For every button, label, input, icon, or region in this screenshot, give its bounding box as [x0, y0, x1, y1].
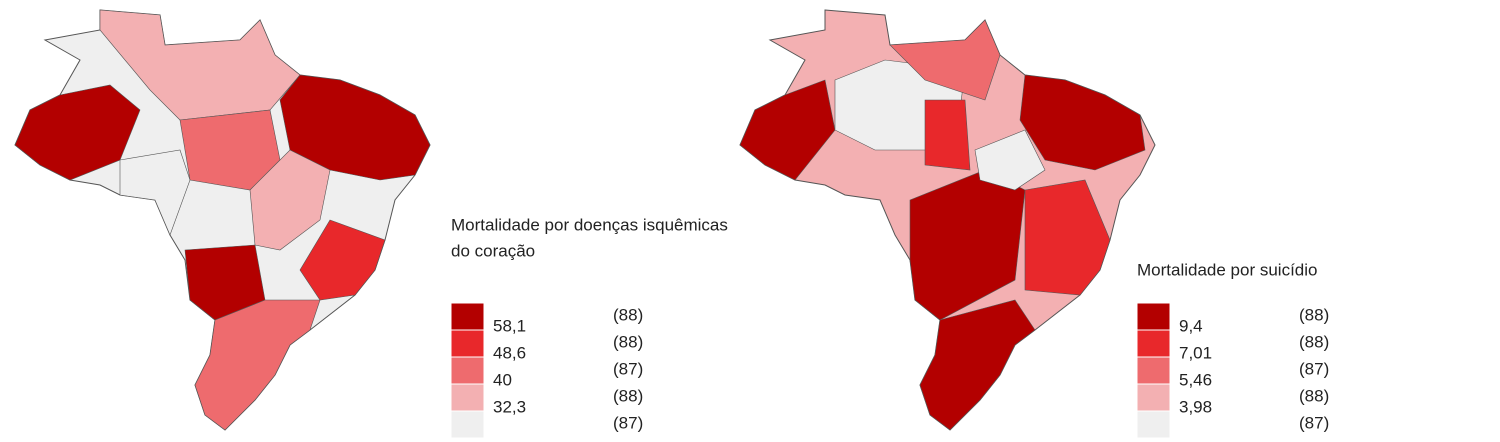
legend-swatch [450, 383, 485, 412]
legend-break: 32,3 [493, 397, 526, 416]
legend-swatch [1136, 410, 1171, 439]
legend-break: 5,46 [1179, 370, 1212, 389]
legend-count: (88) [1299, 305, 1329, 324]
legend-swatch [1136, 329, 1171, 358]
legend-count: (87) [1299, 359, 1329, 378]
legend-count: (87) [613, 359, 643, 378]
map-right [739, 9, 1156, 431]
map-left [14, 9, 431, 431]
legend-title: Mortalidade por doenças isquêmicas [451, 215, 728, 234]
legend-swatch [1136, 383, 1171, 412]
legend-swatch [1136, 356, 1171, 385]
legend-break: 7,01 [1179, 343, 1212, 362]
legend-swatch [450, 356, 485, 385]
legend-title: do coração [451, 241, 535, 260]
legend-count: (88) [613, 332, 643, 351]
legend-break: 9,4 [1179, 316, 1203, 335]
legend-swatch [450, 410, 485, 439]
legend-break: 58,1 [493, 316, 526, 335]
legend-title: Mortalidade por suicídio [1137, 260, 1317, 279]
legend-break: 40 [493, 370, 512, 389]
legend-break: 3,98 [1179, 397, 1212, 416]
legend-count: (87) [1299, 413, 1329, 432]
legend-swatch [450, 329, 485, 358]
legend-count: (87) [613, 413, 643, 432]
legend-count: (88) [1299, 332, 1329, 351]
legend-break: 48,6 [493, 343, 526, 362]
legend-swatch [1136, 302, 1171, 331]
legend-count: (88) [613, 305, 643, 324]
legend-swatch [450, 302, 485, 331]
legend-count: (88) [613, 386, 643, 405]
legends: Mortalidade por doenças isquêmicas do cor… [450, 215, 1329, 439]
legend-count: (88) [1299, 386, 1329, 405]
